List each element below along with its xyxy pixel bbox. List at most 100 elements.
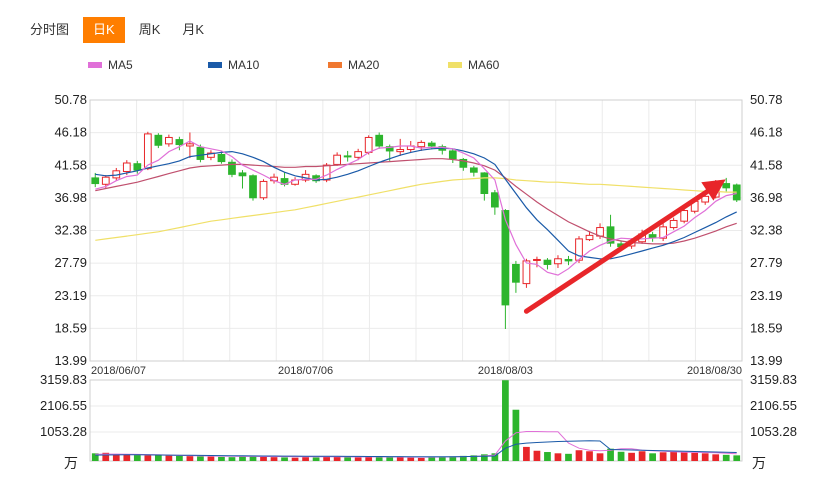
volume-bar <box>712 454 720 461</box>
candle-up <box>396 149 405 153</box>
volume-bar <box>470 455 478 461</box>
candle-down <box>375 134 384 147</box>
candle-up <box>364 136 373 153</box>
volume-bar <box>512 409 520 461</box>
price-tick-right: 18.59 <box>750 320 783 335</box>
volume-bar <box>565 453 572 461</box>
volume-bar <box>691 452 699 461</box>
candle-down <box>648 234 657 238</box>
candle-down <box>448 150 457 160</box>
candle-down <box>133 163 142 171</box>
price-tick-left: 41.58 <box>54 157 87 172</box>
volume-bar <box>260 456 267 461</box>
price-tick-right: 50.78 <box>750 92 783 107</box>
volume-bar <box>596 453 604 461</box>
candle-down <box>501 210 510 306</box>
ma10-line <box>95 147 737 260</box>
volume-bar <box>733 455 741 461</box>
candle-up <box>122 162 131 173</box>
volume-bar <box>102 452 110 461</box>
period-tabs: 分时图 日K 周K 月K <box>22 17 212 43</box>
volume-bar <box>354 457 362 461</box>
volume-bar <box>375 456 383 461</box>
volume-bar <box>722 454 730 461</box>
volume-bar <box>396 457 404 461</box>
price-panel-frame <box>89 99 743 362</box>
candle-up <box>165 136 173 145</box>
legend-swatch-ma5 <box>88 62 102 68</box>
candle-up <box>322 164 331 181</box>
date-tick-label: 2018/06/07 <box>91 365 146 377</box>
volume-bar <box>291 457 299 461</box>
volume-bars <box>91 380 741 461</box>
candle-down <box>238 172 247 177</box>
volume-bar <box>544 452 551 461</box>
volume-bar <box>386 457 394 461</box>
volume-ma-lines <box>95 431 737 458</box>
legend-label-ma60: MA60 <box>468 58 500 72</box>
date-tick-label: 2018/07/06 <box>278 365 333 377</box>
trend-arrow-head <box>701 179 726 201</box>
date-tick-label: 2018/08/30 <box>687 365 742 377</box>
volume-bar <box>407 457 415 461</box>
volume-bar <box>680 452 688 461</box>
tab-weekly-k[interactable]: 周K <box>138 22 161 37</box>
price-tick-right: 13.99 <box>750 353 783 368</box>
candle-up <box>101 176 110 185</box>
legend-ma20[interactable]: MA20 <box>328 58 448 72</box>
candle-down <box>491 192 499 208</box>
legend-ma5[interactable]: MA5 <box>88 58 208 72</box>
legend-ma10[interactable]: MA10 <box>208 58 328 72</box>
volume-bar <box>649 453 656 461</box>
price-tick-left: 13.99 <box>54 353 87 368</box>
volume-unit-right: 万 <box>752 455 766 471</box>
grid-lines <box>90 99 742 433</box>
price-axis-labels: 50.78 50.78 46.18 46.18 41.58 41.58 36.98 36.98… <box>54 92 782 368</box>
candle-down <box>217 153 226 163</box>
legend-label-ma20: MA20 <box>348 58 380 72</box>
candle-down <box>228 161 236 175</box>
volume-bar <box>302 457 309 461</box>
tab-monthly-k[interactable]: 月K <box>182 22 205 37</box>
volume-bar <box>218 456 225 461</box>
legend-label-ma10: MA10 <box>228 58 260 72</box>
volume-bar <box>344 457 352 461</box>
candle-down <box>543 259 552 265</box>
volume-axis-labels: 3159.83 3159.83 2106.55 2106.55 1053.28 1053.… <box>40 372 797 471</box>
volume-bar <box>459 455 467 461</box>
ma-legend: MA5 MA10 MA20 MA60 <box>88 58 568 72</box>
price-tick-left: 23.19 <box>54 288 87 303</box>
legend-label-ma5: MA5 <box>108 58 133 72</box>
volume-unit-left: 万 <box>64 455 78 471</box>
price-tick-right: 36.98 <box>750 190 783 205</box>
candle-down <box>427 142 436 147</box>
volume-tick-right: 2106.55 <box>750 398 797 413</box>
volume-bar <box>249 456 257 461</box>
tab-intraday[interactable]: 分时图 <box>30 22 70 37</box>
candle-up <box>680 210 689 222</box>
candle-up <box>143 133 152 170</box>
volume-bar <box>186 456 194 461</box>
candle-down <box>606 226 615 244</box>
price-tick-left: 50.78 <box>54 92 87 107</box>
volume-tick-left: 1053.28 <box>40 424 87 439</box>
candle-up <box>186 143 194 147</box>
candle-down <box>91 177 100 185</box>
volume-tick-left: 3159.83 <box>40 372 87 387</box>
volume-bar <box>417 457 425 461</box>
volume-bar <box>312 457 320 461</box>
tab-daily-k[interactable]: 日K <box>83 17 125 43</box>
candle-up <box>207 152 215 158</box>
legend-ma60[interactable]: MA60 <box>448 58 568 72</box>
volume-bar <box>575 450 583 461</box>
candle-up <box>669 219 678 229</box>
volume-tick-left: 2106.55 <box>40 398 87 413</box>
candle-up <box>354 151 363 158</box>
volume-bar <box>659 452 667 461</box>
candle-up <box>585 234 594 241</box>
volume-bar <box>480 454 488 461</box>
volume-bar <box>502 380 509 461</box>
candle-down <box>512 263 520 283</box>
volume-bar <box>112 454 120 461</box>
volume-bar <box>365 456 373 461</box>
